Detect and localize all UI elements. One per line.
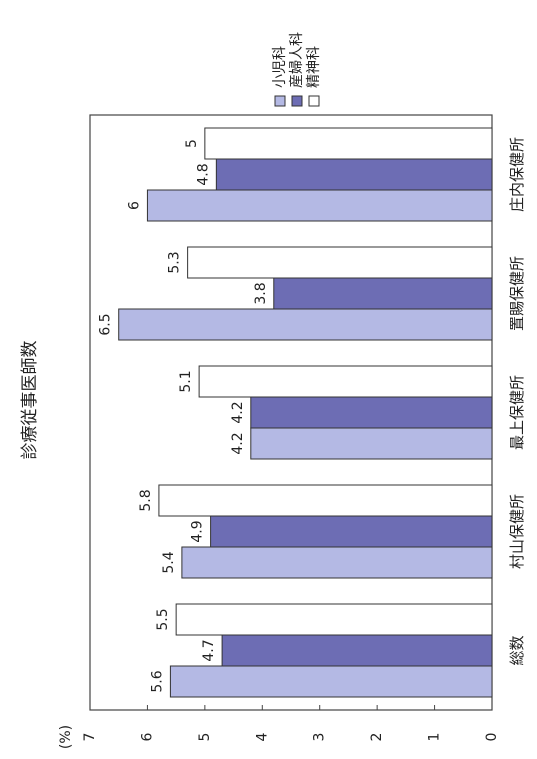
value-tick-label: 6 xyxy=(139,732,155,741)
data-label: 4.9 xyxy=(190,520,206,542)
value-tick-label: 3 xyxy=(312,733,328,742)
bar xyxy=(158,484,493,517)
data-label: 3.8 xyxy=(253,282,269,304)
bar xyxy=(250,427,493,460)
bar xyxy=(175,603,493,636)
category-label: 村山保健所 xyxy=(508,494,526,569)
category-label: 庄内保健所 xyxy=(508,137,526,212)
legend-swatch xyxy=(291,95,303,107)
data-label: 5.3 xyxy=(167,251,183,273)
value-tick-label: 1 xyxy=(427,733,443,742)
value-tick-label: 2 xyxy=(369,733,385,742)
legend-swatch xyxy=(308,95,320,107)
bar xyxy=(198,365,493,398)
data-label: 5.1 xyxy=(178,370,194,392)
data-label: 5.8 xyxy=(138,489,154,511)
value-tick-label: 4 xyxy=(254,732,270,741)
category-label: 最上保健所 xyxy=(508,375,526,450)
data-label: 4.2 xyxy=(230,432,246,454)
bar xyxy=(187,246,493,279)
bar xyxy=(273,277,493,310)
legend-label: 精神科 xyxy=(306,46,322,88)
bar xyxy=(169,665,493,698)
data-label: 6 xyxy=(126,201,142,210)
bar xyxy=(204,127,493,160)
legend-label: 産婦人科 xyxy=(288,32,305,88)
data-label: 4.7 xyxy=(201,639,217,661)
value-tick-label: 0 xyxy=(484,733,500,742)
value-tick-label: 5 xyxy=(197,733,213,742)
bar xyxy=(250,396,493,429)
legend-label: 小児科 xyxy=(272,46,288,88)
value-axis-label: (%) xyxy=(58,725,74,749)
bar xyxy=(215,158,493,191)
category-label: 置賜保健所 xyxy=(508,256,526,331)
legend-swatch xyxy=(274,95,286,107)
data-label: 4.2 xyxy=(230,401,246,423)
data-label: 5.6 xyxy=(149,670,165,692)
bar xyxy=(181,546,493,579)
data-label: 5.4 xyxy=(161,551,177,573)
data-label: 5 xyxy=(184,139,200,148)
bar xyxy=(146,189,493,222)
value-tick-label: 7 xyxy=(82,733,98,742)
data-label: 4.8 xyxy=(195,163,211,185)
category-label: 総数 xyxy=(508,635,526,665)
bar xyxy=(221,634,493,667)
data-label: 6.5 xyxy=(98,313,114,335)
data-label: 5.5 xyxy=(155,608,171,630)
bar xyxy=(210,515,493,548)
bar xyxy=(118,308,493,341)
chart-title: 診療従事医師数 xyxy=(20,341,40,460)
